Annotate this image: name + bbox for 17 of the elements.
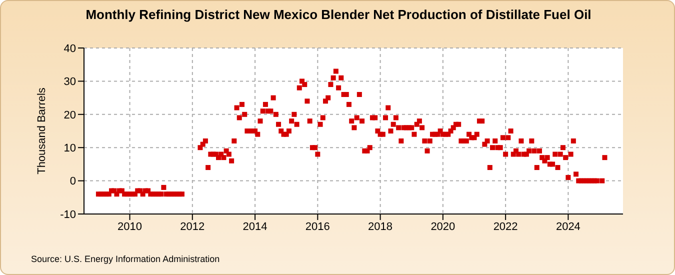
x-tick-label: 2018 [368, 220, 393, 233]
y-tick-label: 30 [64, 76, 76, 88]
x-tick-label: 2020 [430, 220, 456, 233]
x-tick-label: 2010 [118, 220, 142, 233]
x-tick-label: 2012 [180, 220, 205, 233]
chart-title: Monthly Refining District New Mexico Blender Net Production of Distillate Fuel Oil [84, 7, 592, 22]
source-note: Source: U.S. Energy Information Administration [31, 254, 220, 264]
y-tick-label: 0 [70, 176, 76, 188]
x-tick-label: 2014 [242, 220, 268, 233]
y-tick-label: 20 [64, 109, 76, 122]
y-tick-label: 10 [64, 142, 76, 155]
x-tick-label: 2024 [556, 220, 580, 233]
y-tick-label: -10 [60, 208, 76, 221]
y-axis-title: Thousand Barrels [36, 87, 48, 174]
x-tick-label: 2016 [305, 220, 330, 233]
y-tick-label: 40 [64, 42, 76, 55]
x-tick-label: 2022 [493, 220, 518, 233]
